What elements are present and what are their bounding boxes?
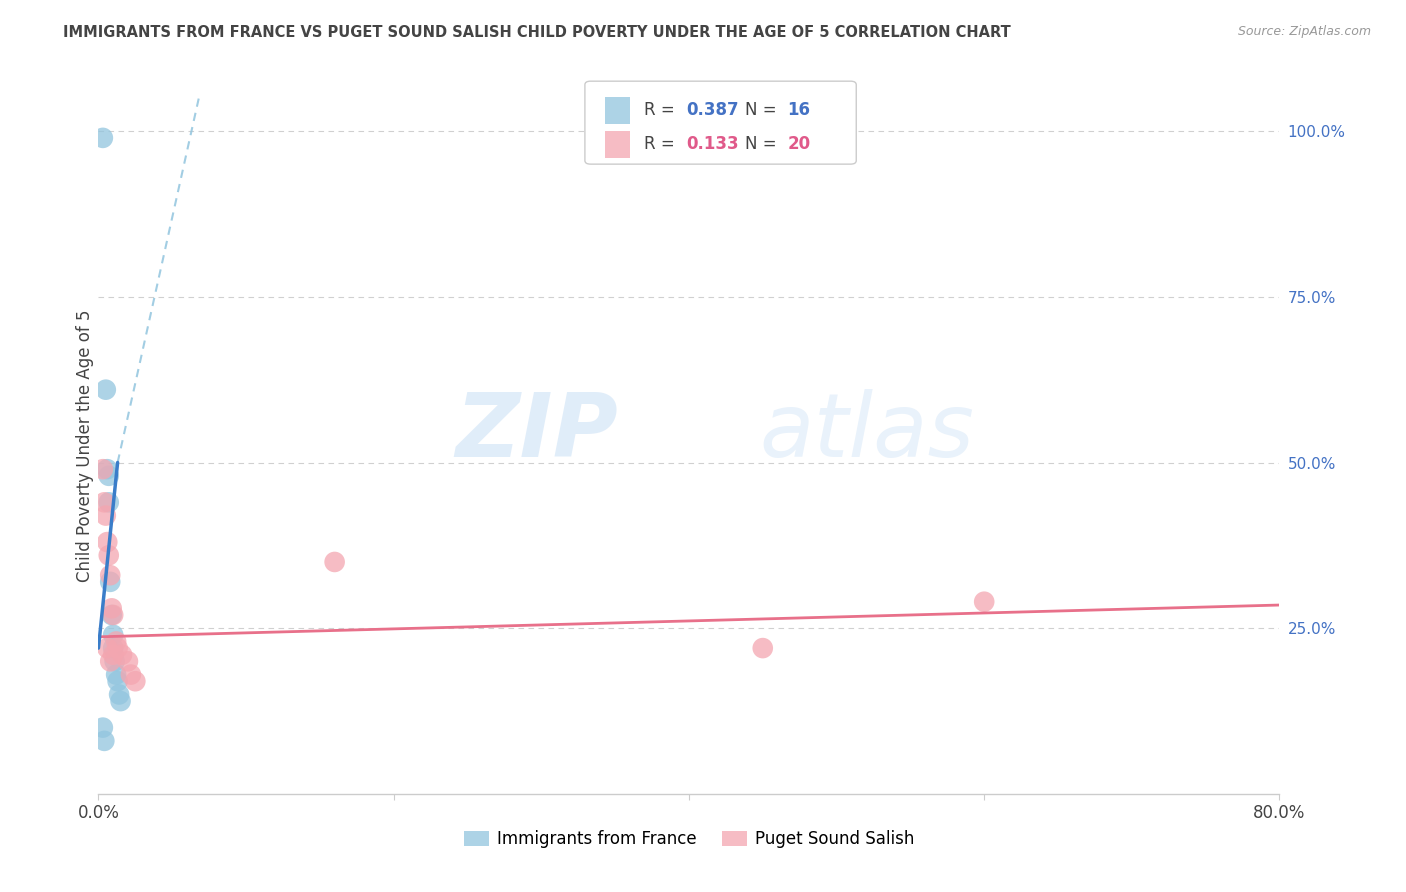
Point [124, 674, 146, 689]
Point [120, 667, 142, 681]
Y-axis label: Child Poverty Under the Age of 5: Child Poverty Under the Age of 5 [76, 310, 94, 582]
Point [97, 549, 120, 563]
Point [96, 462, 118, 476]
Point [91, 131, 114, 145]
Text: atlas: atlas [759, 389, 974, 475]
Point [103, 648, 125, 662]
Point [105, 634, 128, 648]
Point [96, 535, 118, 549]
Point [97, 468, 120, 483]
Text: N =: N = [745, 135, 782, 153]
Point [98, 568, 121, 582]
Point [107, 674, 129, 689]
Point [100, 607, 122, 622]
Point [94, 383, 117, 397]
Point [91, 462, 114, 476]
Point [103, 628, 125, 642]
Point [110, 694, 132, 708]
Point [104, 654, 127, 668]
Point [98, 574, 121, 589]
Point [752, 641, 775, 656]
Point [93, 495, 115, 509]
Legend: Immigrants from France, Puget Sound Salish: Immigrants from France, Puget Sound Sali… [457, 824, 921, 855]
Point [94, 508, 117, 523]
Text: IMMIGRANTS FROM FRANCE VS PUGET SOUND SALISH CHILD POVERTY UNDER THE AGE OF 5 CO: IMMIGRANTS FROM FRANCE VS PUGET SOUND SA… [63, 25, 1011, 40]
Point [98, 654, 121, 668]
Point [103, 607, 125, 622]
Point [93, 734, 115, 748]
Point [117, 654, 139, 668]
Text: 0.133: 0.133 [686, 135, 738, 153]
Point [107, 641, 129, 656]
Text: 0.387: 0.387 [686, 101, 738, 119]
Text: R =: R = [644, 135, 681, 153]
Point [91, 721, 114, 735]
Text: R =: R = [644, 101, 681, 119]
Point [96, 641, 118, 656]
Point [108, 688, 131, 702]
Text: 20: 20 [787, 135, 810, 153]
Text: Source: ZipAtlas.com: Source: ZipAtlas.com [1237, 25, 1371, 38]
Point [973, 595, 995, 609]
Point [323, 555, 346, 569]
Point [111, 648, 134, 662]
Text: N =: N = [745, 101, 782, 119]
Point [105, 667, 128, 681]
Point [103, 641, 125, 656]
Point [100, 601, 122, 615]
Point [97, 495, 120, 509]
Text: 16: 16 [787, 101, 810, 119]
Text: ZIP: ZIP [456, 389, 619, 475]
